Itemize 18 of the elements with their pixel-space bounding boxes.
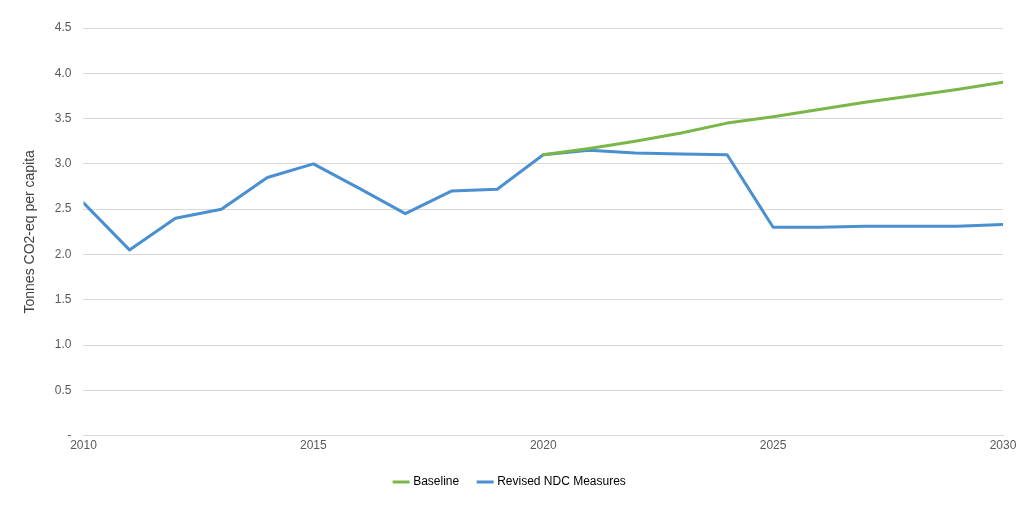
y-tick-label: 2.5	[54, 201, 72, 216]
y-tick-label: 0.5	[54, 382, 72, 397]
y-tick-label: 4.0	[54, 65, 72, 80]
x-tick-label: 2030	[989, 438, 1017, 453]
x-tick-label: 2010	[70, 438, 98, 453]
x-tick-label: 2015	[300, 438, 328, 453]
y-tick-label: 3.0	[54, 156, 72, 171]
y-tick-label: -	[67, 427, 72, 442]
legend-label: Revised NDC Measures	[497, 474, 626, 489]
x-tick-label: 2025	[759, 438, 787, 453]
y-tick-label: 3.5	[54, 110, 72, 125]
y-axis-title: Tonnes CO2-eq per capita	[21, 149, 38, 314]
y-tick-label: 4.5	[54, 20, 72, 35]
y-tick-label: 2.0	[54, 246, 72, 261]
y-tick-label: 1.5	[54, 292, 72, 307]
y-tick-label: 1.0	[54, 337, 72, 352]
legend-label: Baseline	[413, 474, 460, 489]
x-tick-label: 2020	[529, 438, 557, 453]
